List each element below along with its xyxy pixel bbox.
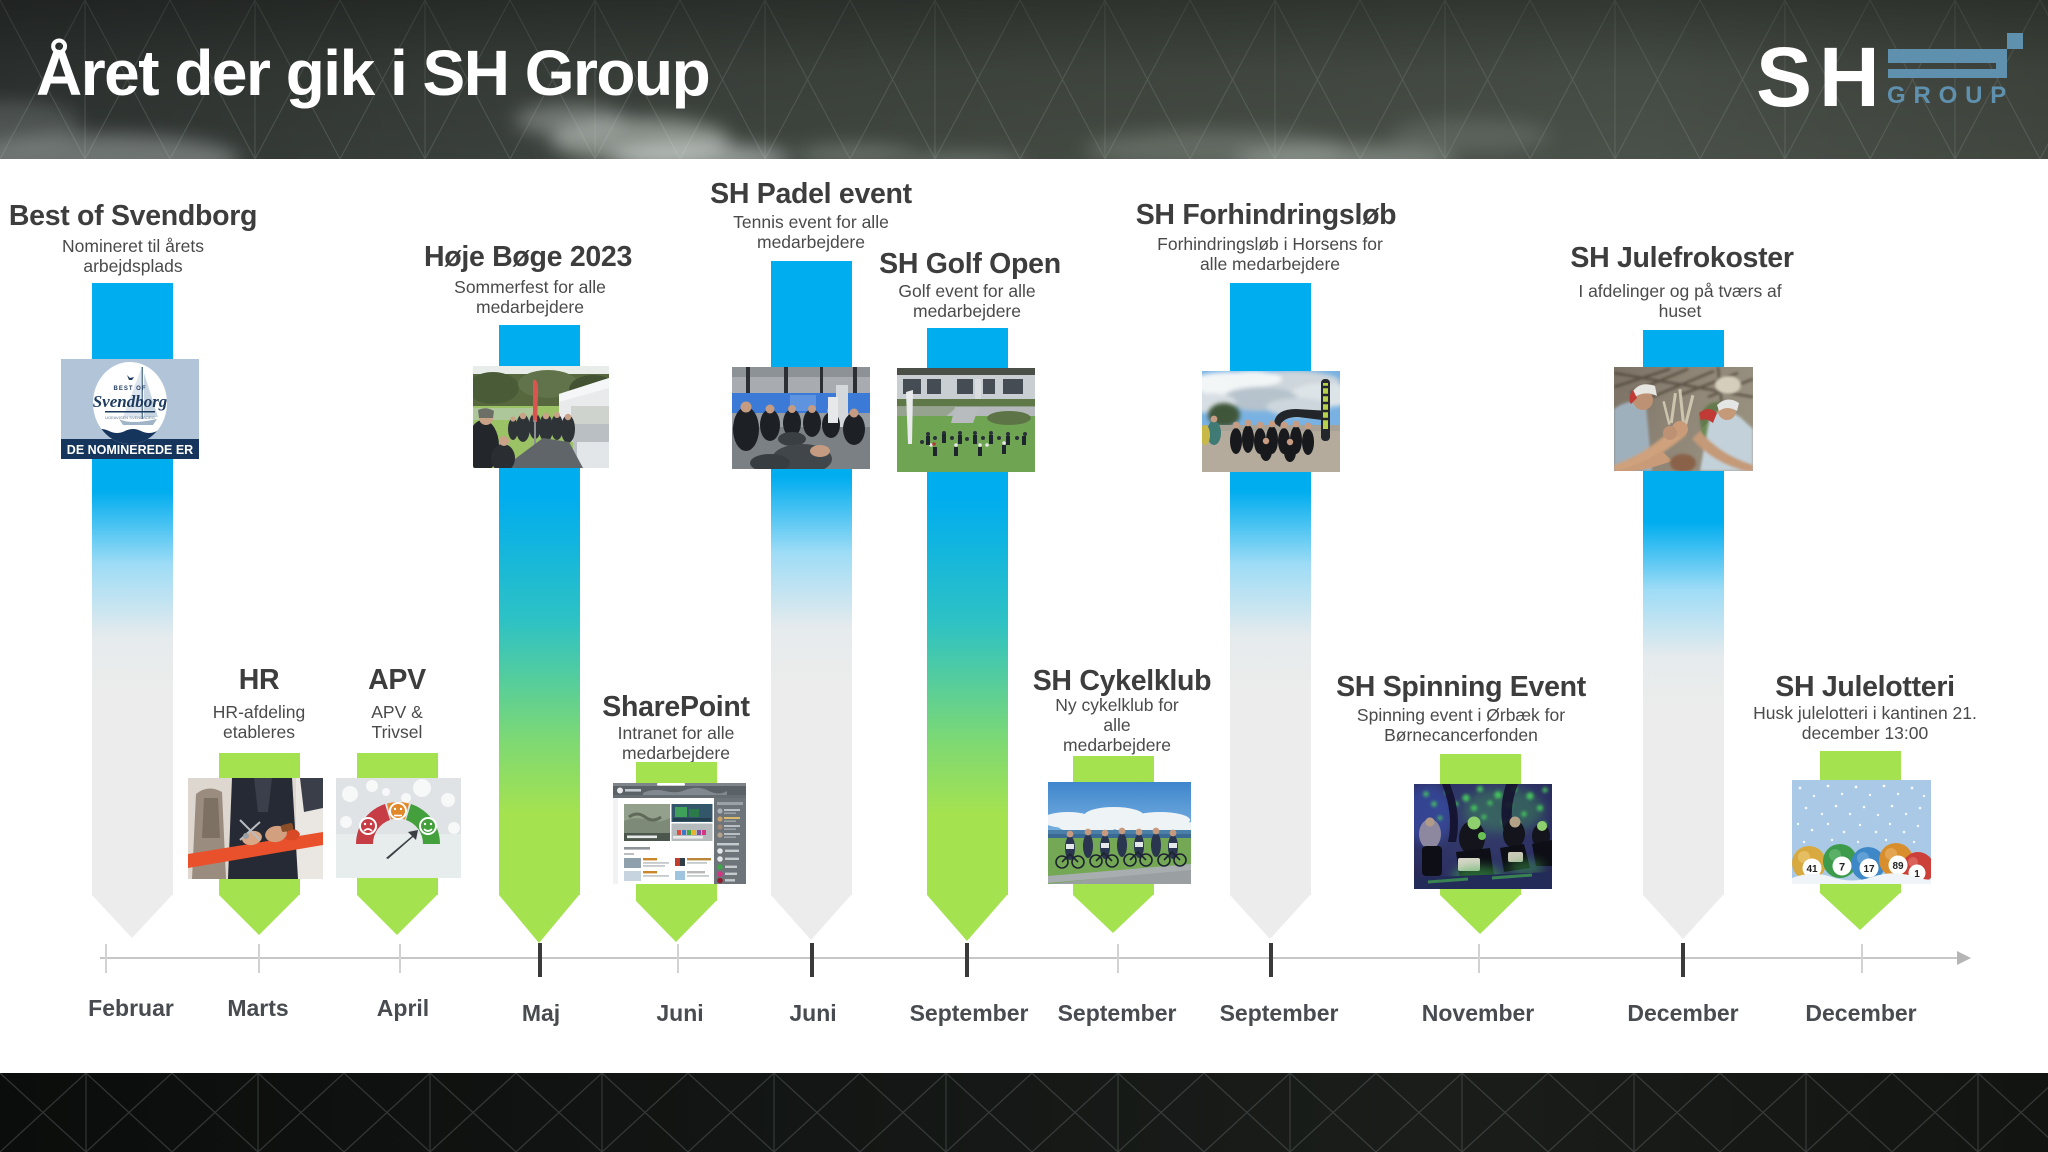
svg-text:89: 89 xyxy=(1892,861,1904,872)
svg-text:17: 17 xyxy=(1863,864,1875,875)
svg-text:1: 1 xyxy=(1914,869,1920,880)
svg-text:7: 7 xyxy=(1839,862,1845,874)
svg-text:Svendborg: Svendborg xyxy=(93,392,168,411)
svg-text:41: 41 xyxy=(1806,864,1818,875)
svg-text:DE NOMINEREDE ER: DE NOMINEREDE ER xyxy=(67,443,193,457)
svg-text:BEST OF: BEST OF xyxy=(113,386,146,392)
svg-text:GROUP: GROUP xyxy=(1887,82,2014,108)
svg-text:UGEAVISEN SVENDBORG: UGEAVISEN SVENDBORG xyxy=(105,415,155,420)
